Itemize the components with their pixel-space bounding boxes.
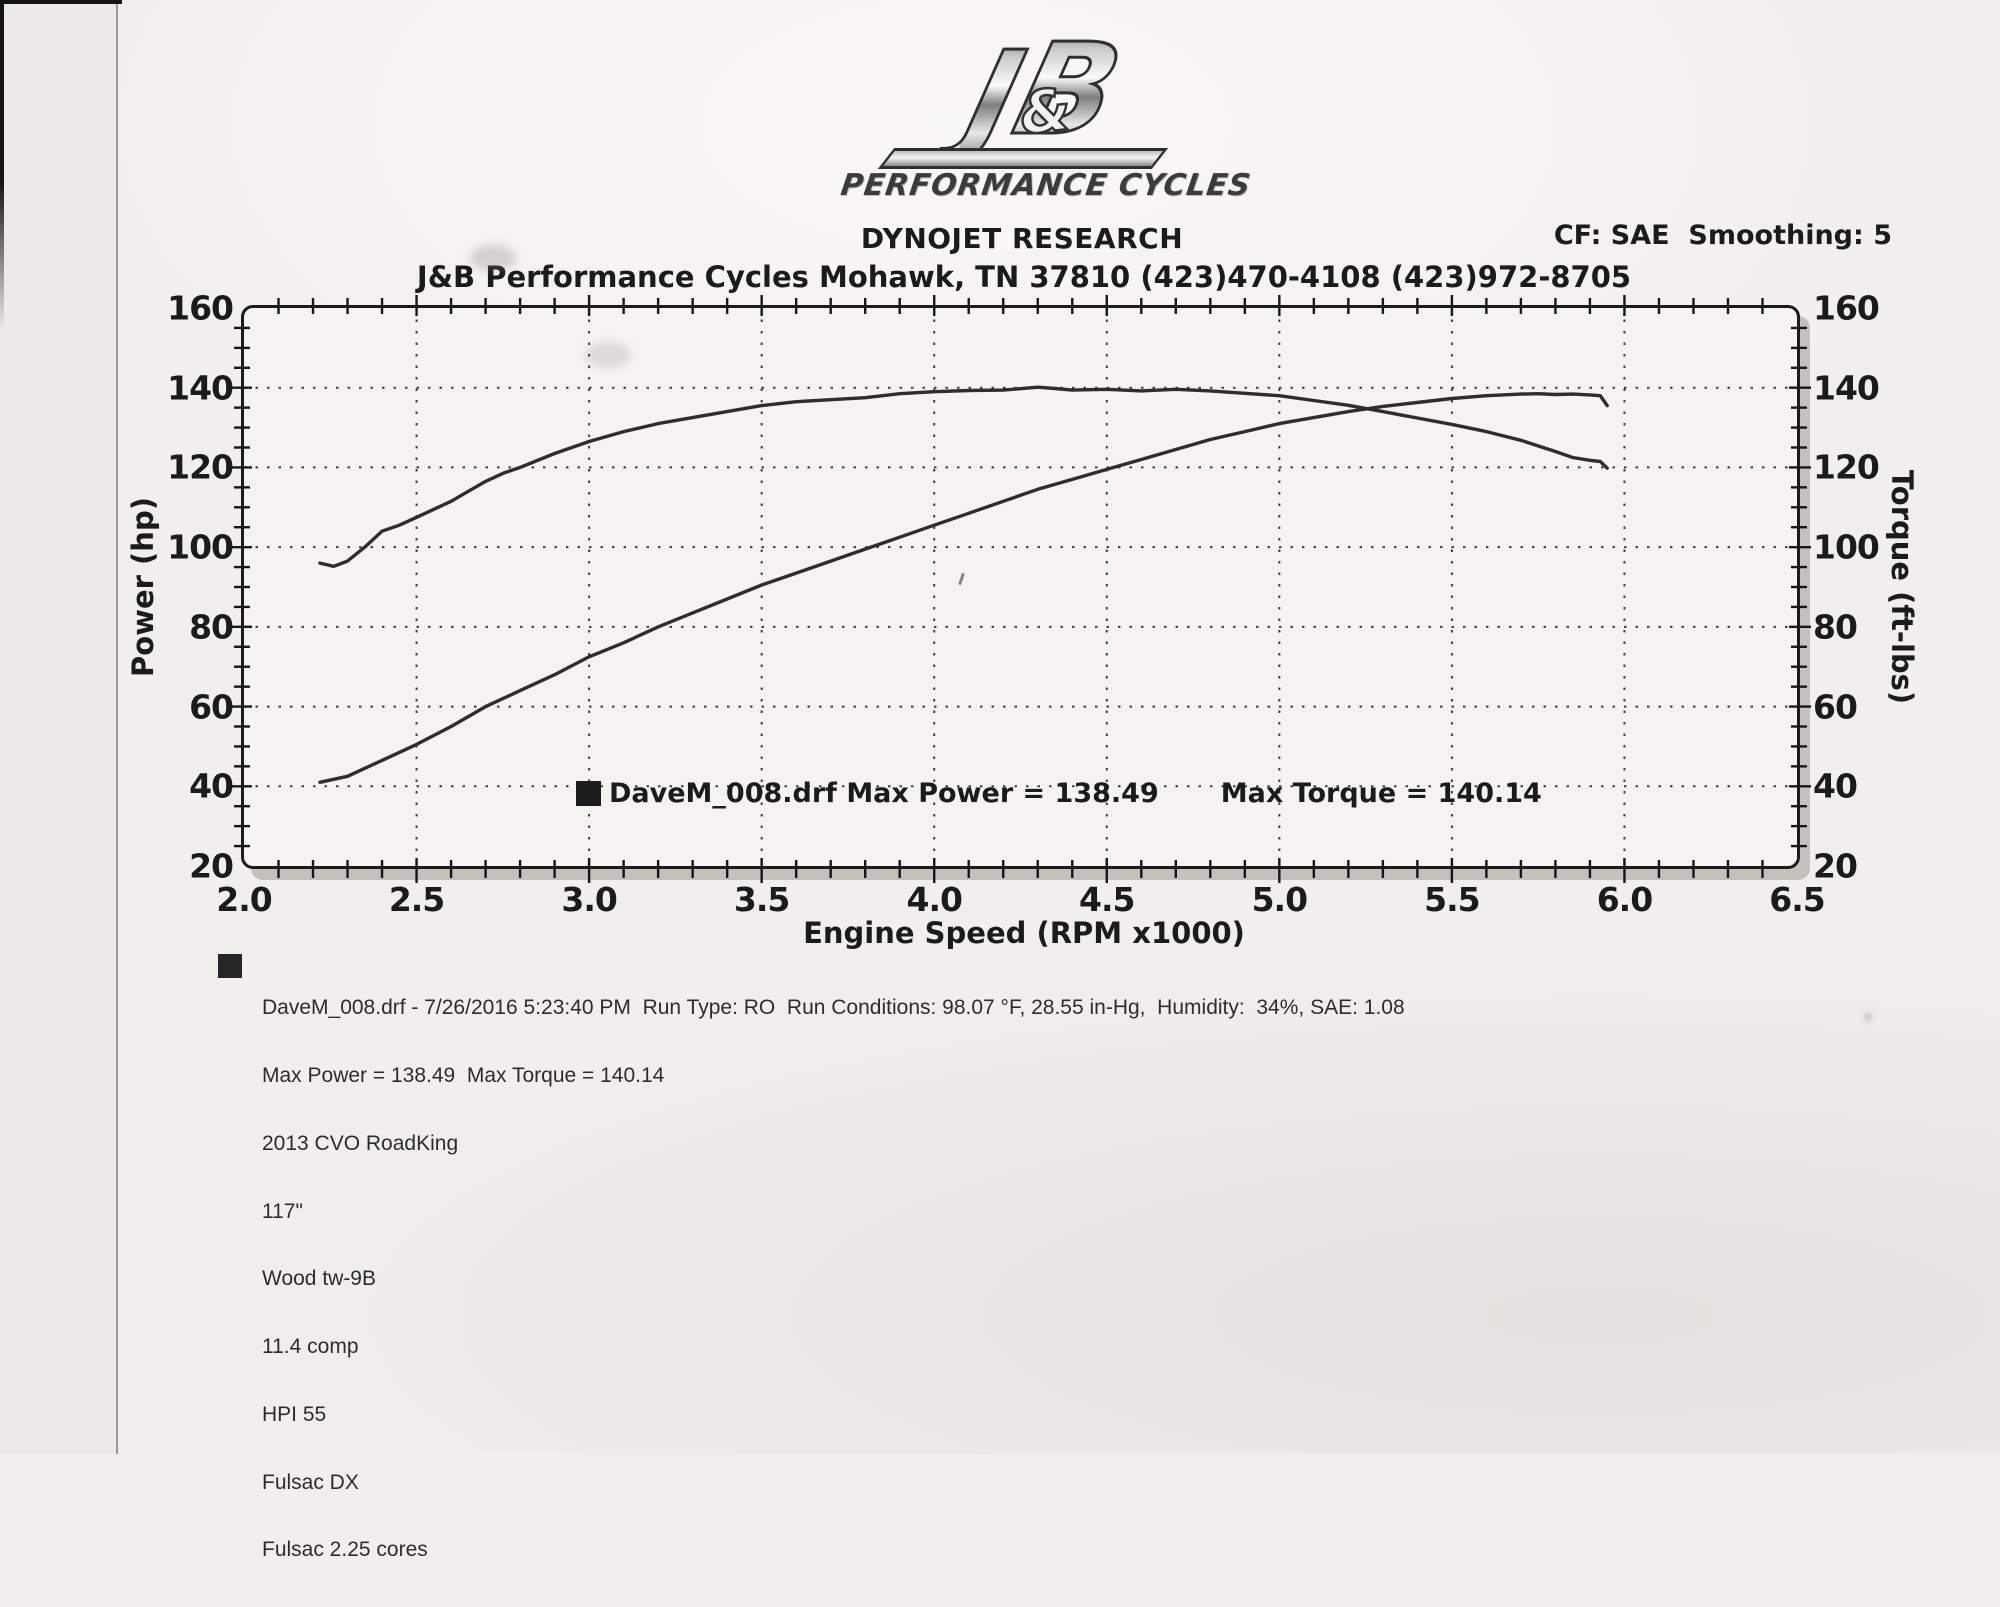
legend-swatch <box>576 781 601 806</box>
left-axis-title: Power (hp) <box>126 497 160 677</box>
run-info-line: 11.4 comp <box>262 1335 359 1359</box>
scan-edge-top <box>0 0 122 4</box>
correction-smoothing-info: CF: SAE Smoothing: 5 <box>1553 220 1892 251</box>
x-axis-tick-label: 5.5 <box>1424 880 1480 919</box>
run-info-line: Fulsac DX <box>262 1470 359 1494</box>
run-info-lines: DaveM_008.drf - 7/26/2016 5:23:40 PM Run… <box>262 952 1405 1607</box>
right-axis-tick-label: 160 <box>1813 288 1880 328</box>
left-axis-tick-label: 40 <box>189 766 234 806</box>
torque-curve <box>318 385 1609 568</box>
shop-address-line: J&B Performance Cycles Mohawk, TN 37810 … <box>416 260 1632 294</box>
scan-edge-left <box>0 0 4 330</box>
logo-underbar <box>877 148 1169 169</box>
run-info-line: HPI 55 <box>262 1402 327 1426</box>
left-axis-tick-label: 20 <box>189 846 234 886</box>
run-info-line: Wood tw-9B <box>262 1267 376 1291</box>
right-axis-tick-label: 60 <box>1813 687 1858 727</box>
legend-entry-torque: Max Torque = 140.14 <box>1220 778 1542 809</box>
run-info-line: Fulsac 2.25 cores <box>262 1538 428 1562</box>
scan-artifact <box>1863 1012 1873 1022</box>
x-axis-tick-label: 2.5 <box>388 880 445 919</box>
right-axis-tick-label: 40 <box>1813 766 1858 806</box>
run-info-line: Max Power = 138.49 Max Torque = 140.14 <box>262 1063 665 1087</box>
run-info-line: 2013 CVO RoadKing <box>262 1131 459 1155</box>
x-axis-tick-label: 2.0 <box>216 880 272 919</box>
run-swatch <box>218 954 242 978</box>
right-axis-title: Torque (ft-lbs) <box>1885 469 1919 705</box>
right-axis-tick-label: 80 <box>1813 607 1858 647</box>
logo-subtitle: PERFORMANCE CYCLES <box>838 168 1254 203</box>
x-axis-tick-label: 4.0 <box>906 880 962 919</box>
jb-performance-logo: JB & PERFORMANCE CYCLES <box>839 15 1254 205</box>
left-axis-tick-label: 80 <box>189 607 234 647</box>
left-axis-tick-label: 120 <box>167 447 234 487</box>
right-axis-tick-label: 140 <box>1813 368 1880 408</box>
chart-legend: DaveM_008.drf Max Power = 138.49 Max Tor… <box>576 778 1542 809</box>
left-axis-tick-label: 100 <box>167 527 234 567</box>
run-info-line: DaveM_008.drf - 7/26/2016 5:23:40 PM Run… <box>262 996 1405 1020</box>
run-info-block: DaveM_008.drf - 7/26/2016 5:23:40 PM Run… <box>218 952 1405 1607</box>
x-axis-tick-label: 3.0 <box>561 880 617 919</box>
scan-left-margin <box>0 0 118 1454</box>
x-axis-title: Engine Speed (RPM x1000) <box>803 916 1245 950</box>
plot-frame <box>241 305 1800 869</box>
legend-entry-run: DaveM_008.drf Max Power = 138.49 <box>609 778 1159 809</box>
run-info-line: 117" <box>262 1199 303 1223</box>
left-axis-tick-label: 140 <box>167 368 234 408</box>
x-axis-tick-label: 3.5 <box>733 880 790 919</box>
x-axis-tick-label: 4.5 <box>1079 880 1135 919</box>
logo-ampersand: & <box>1015 74 1075 149</box>
report-title: DYNOJET RESEARCH <box>860 222 1184 255</box>
right-axis-tick-label: 20 <box>1813 846 1858 886</box>
power-curve <box>318 392 1609 784</box>
left-axis-tick-label: 160 <box>167 288 234 328</box>
x-axis-tick-label: 5.0 <box>1251 880 1308 919</box>
x-axis-tick-label: 6.0 <box>1596 880 1653 919</box>
right-axis-tick-label: 120 <box>1813 447 1880 487</box>
scanned-dyno-sheet: { "colors": { "ink": "#1b1b1b", "paper":… <box>0 0 2000 1561</box>
x-axis-tick-label: 6.5 <box>1769 880 1825 919</box>
left-axis-tick-label: 60 <box>189 687 234 727</box>
right-axis-tick-label: 100 <box>1813 527 1880 567</box>
